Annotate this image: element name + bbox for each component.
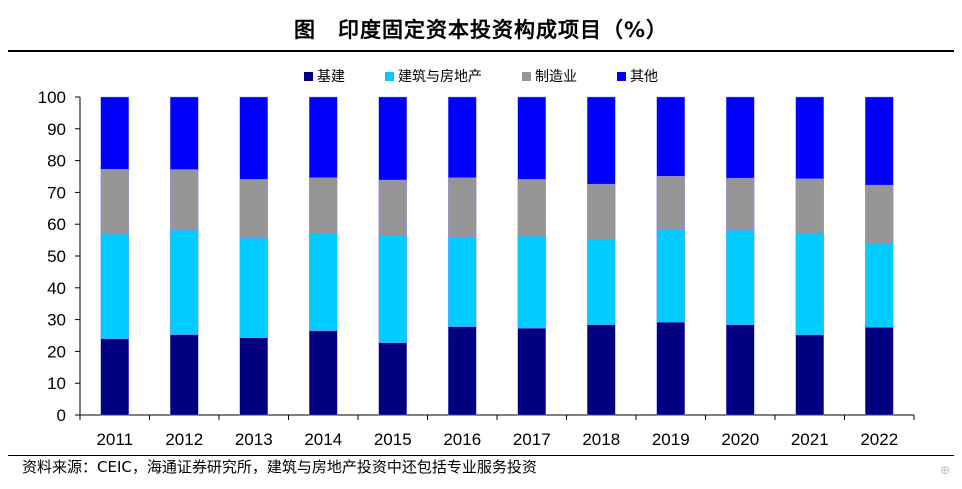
bar-2017-series-0 (517, 327, 546, 416)
y-tick-label: 40 (47, 279, 66, 298)
bar-2013-series-3 (239, 96, 268, 180)
legend-label: 其他 (630, 69, 658, 85)
bar-2013-series-1 (239, 237, 268, 338)
bar-2012-series-2 (170, 169, 199, 231)
legend-item: 建筑与房地产 (385, 66, 482, 86)
bar-2020-series-2 (726, 177, 755, 231)
x-tick-label: 2021 (791, 430, 829, 449)
x-tick-label: 2013 (235, 430, 273, 449)
legend-item: 其他 (617, 66, 658, 86)
x-tick-label: 2018 (582, 430, 620, 449)
x-tick-label: 2016 (443, 430, 481, 449)
y-tick-label: 70 (47, 183, 66, 202)
legend-swatch (304, 71, 313, 81)
bar-2022-series-1 (865, 243, 894, 328)
y-tick-label: 100 (38, 88, 66, 107)
bar-2020-series-0 (726, 324, 755, 416)
bar-2018-series-2 (587, 183, 616, 240)
bar-2011-series-0 (100, 338, 129, 416)
bar-2019-series-3 (656, 96, 685, 177)
bar-2020-series-1 (726, 230, 755, 325)
bar-2012-series-0 (170, 334, 199, 416)
source-note: 资料来源：CEIC，海通证券研究所，建筑与房地产投资中还包括专业服务投资 (22, 458, 537, 476)
legend-item: 制造业 (522, 66, 577, 86)
legend-swatch (385, 71, 394, 81)
bar-2021-series-1 (795, 233, 824, 336)
legend: 基建 建筑与房地产 制造业 其他 (0, 66, 962, 86)
bar-2015-series-2 (378, 179, 407, 236)
y-tick-label: 0 (57, 406, 66, 425)
bar-2012-series-1 (170, 230, 199, 335)
bar-2015-series-3 (378, 96, 407, 181)
y-tick-label: 30 (47, 311, 66, 330)
bar-2018-series-3 (587, 96, 616, 185)
bar-2022-series-0 (865, 327, 894, 416)
chart-title: 图 印度固定资本投资构成项目（%） (293, 18, 669, 42)
x-tick-label: 2012 (165, 430, 203, 449)
bar-2013-series-0 (239, 337, 268, 416)
bar-2016-series-3 (448, 96, 477, 178)
source-rule (8, 455, 954, 456)
bar-2016-series-0 (448, 326, 477, 416)
x-tick-label: 2014 (304, 430, 342, 449)
x-tick-label: 2017 (513, 430, 551, 449)
y-tick-label: 90 (47, 120, 66, 139)
bar-2014-series-3 (309, 96, 338, 178)
bar-2019-series-2 (656, 175, 685, 231)
bar-2013-series-2 (239, 179, 268, 239)
bar-2016-series-2 (448, 177, 477, 238)
bar-2015-series-1 (378, 235, 407, 344)
bar-2015-series-0 (378, 342, 407, 416)
bar-2011-series-2 (100, 168, 129, 235)
legend-label: 基建 (317, 69, 345, 85)
bar-2017-series-3 (517, 96, 546, 180)
bar-2011-series-3 (100, 96, 129, 170)
bar-2011-series-1 (100, 233, 129, 339)
bar-2018-series-0 (587, 324, 616, 416)
bar-2016-series-1 (448, 236, 477, 327)
x-tick-label: 2015 (374, 430, 412, 449)
legend-label: 制造业 (535, 69, 577, 85)
bar-2021-series-0 (795, 334, 824, 416)
x-tick-label: 2020 (721, 430, 759, 449)
bar-2014-series-0 (309, 330, 338, 416)
bar-2014-series-1 (309, 233, 338, 331)
y-tick-label: 80 (47, 152, 66, 171)
legend-label: 建筑与房地产 (398, 69, 482, 85)
bar-2019-series-1 (656, 229, 685, 323)
bar-2021-series-3 (795, 96, 824, 179)
title-rule (8, 50, 954, 52)
bar-2017-series-2 (517, 179, 546, 237)
watermark-logo: ⊕ (939, 463, 950, 477)
bar-2017-series-1 (517, 236, 546, 329)
x-tick-label: 2022 (860, 430, 898, 449)
y-tick-label: 20 (47, 342, 66, 361)
legend-item: 基建 (304, 66, 345, 86)
bar-2019-series-0 (656, 321, 685, 416)
bar-2020-series-3 (726, 96, 755, 179)
bar-2022-series-3 (865, 96, 894, 186)
legend-swatch (522, 71, 531, 81)
y-tick-label: 50 (47, 247, 66, 266)
y-tick-label: 60 (47, 215, 66, 234)
legend-swatch (617, 71, 626, 81)
bar-2022-series-2 (865, 184, 894, 245)
x-tick-label: 2011 (96, 430, 133, 449)
bar-2018-series-1 (587, 239, 616, 325)
bar-2021-series-2 (795, 178, 824, 234)
bar-2014-series-2 (309, 177, 338, 234)
y-tick-label: 10 (47, 374, 66, 393)
bar-2012-series-3 (170, 96, 199, 170)
x-tick-label: 2019 (652, 430, 690, 449)
